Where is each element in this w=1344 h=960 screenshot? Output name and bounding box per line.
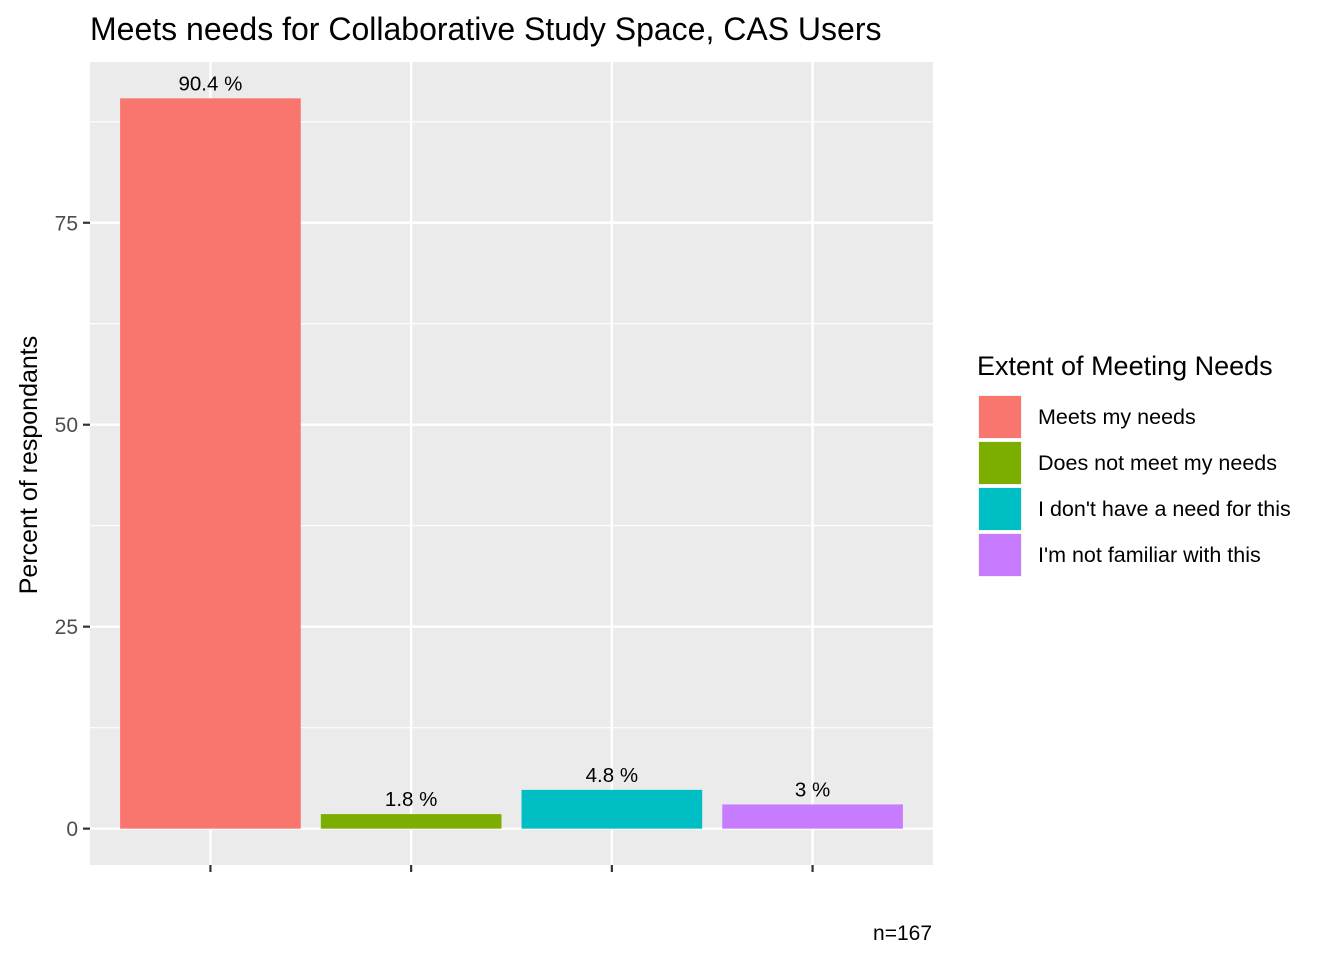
bar-data-label: 1.8 % [385,788,437,811]
bar [521,789,703,829]
bar-data-label: 4.8 % [586,764,638,787]
legend-label: Does not meet my needs [1038,451,1277,475]
legend-swatch [979,534,1021,576]
legend-label: Meets my needs [1038,405,1196,429]
bar [722,804,903,829]
legend-label: I'm not familiar with this [1038,543,1261,567]
caption: n=167 [873,922,932,945]
y-tick-label: 75 [55,212,78,235]
legend-swatch [979,488,1021,530]
bar-data-label: 3 % [795,778,830,801]
y-axis: 0 25 50 75 [55,212,90,841]
bar-data-label: 90.4 % [179,72,243,95]
y-tick-label: 25 [55,616,78,639]
y-axis-title: Percent of respondants [15,336,43,595]
legend-swatch [979,442,1021,484]
bar [320,814,502,829]
legend-items: Meets my needs Does not meet my needs I do… [978,395,1291,577]
legend-label: I don't have a need for this [1038,497,1291,521]
x-axis [209,865,814,872]
legend: Extent of Meeting Needs Meets my needs Do… [977,351,1291,577]
y-tick-label: 0 [66,818,78,841]
legend-title: Extent of Meeting Needs [977,351,1273,381]
legend-swatch [979,396,1021,438]
bars [120,98,903,829]
bar [120,98,301,829]
chart-title: Meets needs for Collaborative Study Spac… [90,11,881,47]
y-tick-label: 50 [55,414,78,437]
bar-labels: 90.4 % 1.8 % 4.8 % 3 % [179,72,831,811]
